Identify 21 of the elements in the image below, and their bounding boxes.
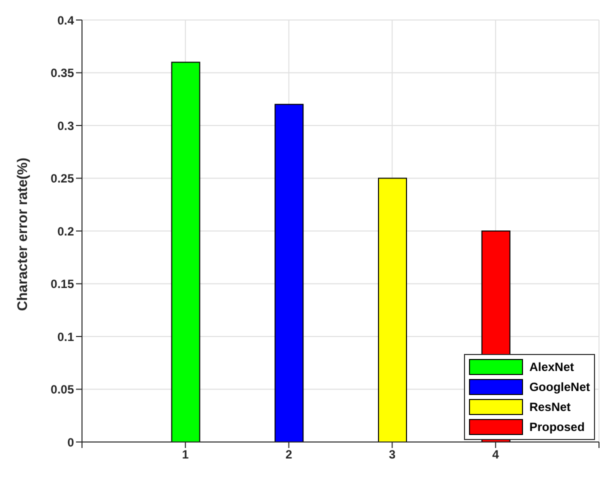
- y-tick-label: 0.15: [50, 277, 74, 292]
- x-tick-label: 2: [285, 448, 292, 462]
- y-tick-label: 0.35: [50, 66, 74, 80]
- y-tick-label: 0.25: [50, 172, 74, 186]
- y-tick-label: 0.05: [50, 382, 74, 397]
- legend-label: ResNet: [529, 400, 571, 414]
- legend-label: GoogleNet: [529, 380, 590, 394]
- x-tick-label: 4: [492, 448, 500, 462]
- bar: [378, 178, 407, 442]
- y-tick-label: 0.2: [57, 224, 74, 238]
- y-tick-label: 0: [67, 435, 74, 450]
- y-tick-label: 0.4: [57, 13, 74, 28]
- y-axis-title: Character error rate(%): [14, 158, 30, 311]
- x-tick-label: 1: [182, 448, 190, 462]
- y-tick-label: 0.3: [57, 118, 74, 133]
- legend-label: Proposed: [529, 420, 585, 434]
- bar: [274, 104, 304, 442]
- y-tick-label: 0.1: [57, 330, 74, 344]
- x-tick-label: 3: [388, 448, 396, 462]
- bar: [171, 62, 200, 442]
- legend-label: AlexNet: [529, 360, 574, 374]
